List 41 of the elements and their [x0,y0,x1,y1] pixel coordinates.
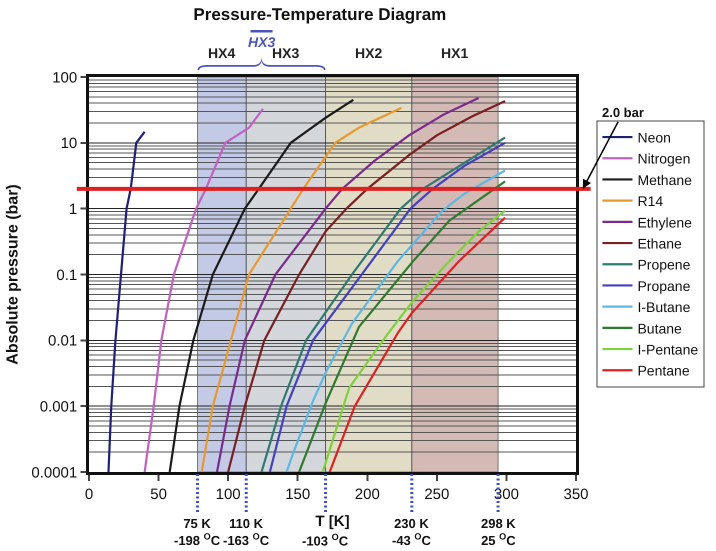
legend-label: Propane [637,278,691,294]
legend-label: Pentane [637,362,690,379]
x-tick-label: 250 [424,486,450,503]
band-label: HX2 [355,45,382,61]
legend-label: Ethane [637,236,682,252]
text: 298 K 25 $^{O}$C [481,516,516,548]
y-tick-label: 10 [60,135,78,152]
x-tick-label: 200 [354,486,380,503]
x-axis-title: T [K] [315,512,350,530]
x-tick-label: 50 [150,486,167,503]
y-tick-label: 0.0001 [31,464,78,482]
text: -103 $^{O}$C [302,532,349,548]
y-tick-label: 0.1 [56,266,78,284]
y-tick-label: 0.001 [40,398,78,416]
y-tick-label: 0.01 [48,332,78,350]
x-tick-label: 0 [84,486,94,503]
y-axis-title: Absolute pressure (bar) [4,184,22,365]
x-tick-label: 350 [563,486,589,503]
legend-label: Nitrogen [637,150,690,167]
y-tick-label: 100 [52,69,78,86]
ref-line-label: 2.0 bar [602,105,644,120]
x-tick-label: 150 [285,486,310,503]
legend-label: Neon [637,130,671,146]
chart-title: Pressure-Temperature Diagram [193,5,446,24]
line-series [144,108,264,472]
band-label: HX4 [208,45,236,61]
legend-label: I-Pentane [637,342,698,358]
legend-label: Butane [637,320,682,336]
text: 230 K -43 $^{O}$C [392,516,432,548]
legend-label: R14 [637,193,664,210]
band-label: HX1 [441,45,468,61]
text: 75 K -198 $^{O}$C [174,516,221,548]
line-series [200,106,402,472]
x-tick-label: 100 [216,486,241,503]
legend-label: Ethylene [637,214,692,230]
legend-label: Propene [637,256,691,273]
legend-label: I-Butane [637,299,691,316]
text: 110 K -163 $^{O}$C [223,516,270,548]
y-tick-label: 1 [68,200,78,218]
legend-label: Methane [637,172,692,188]
line-series [107,130,146,472]
